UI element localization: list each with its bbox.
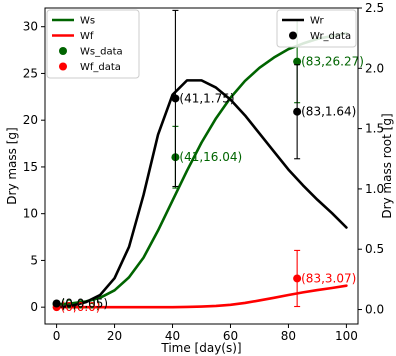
legend-swatch-wr-data	[289, 31, 297, 40]
x-tick-label: 80	[281, 329, 296, 343]
legend-label-wr-data: Wr_data	[310, 31, 351, 42]
x-tick-label: 100	[335, 329, 358, 343]
data-label-ws-data: (0,0.3)	[61, 297, 101, 311]
series-line-wf	[55, 284, 348, 309]
y-axis-right-label: Dry mass root [g]	[380, 113, 394, 218]
x-tick-label: 40	[165, 329, 180, 343]
y-axis-left-label: Dry mass [g]	[5, 127, 19, 204]
series-line-wr	[55, 79, 348, 309]
y-left-tick-label: 10	[23, 207, 38, 221]
y-right-tick-label: 2.0	[365, 61, 384, 75]
data-point-wr-data	[293, 107, 302, 116]
legend-swatch-wf-data	[59, 62, 67, 71]
data-label-wr-data: (0,0.05)	[61, 296, 109, 310]
data-label-wr-data: (83,1.64)	[301, 105, 356, 119]
legend-label-ws: Ws	[80, 16, 95, 27]
y-left-tick-label: 25	[23, 66, 38, 80]
data-point-wr-data	[171, 94, 180, 103]
y-right-tick-label: 2.5	[365, 1, 384, 15]
y-right-tick-label: 0.5	[365, 242, 384, 256]
y-right-tick-label: 0.0	[365, 303, 384, 317]
y-left-tick-label: 15	[23, 160, 38, 174]
y-right-tick-label: 1.5	[365, 122, 384, 136]
y-left-tick-label: 20	[23, 113, 38, 127]
data-label-wf-data: (0,0.0)	[61, 300, 101, 314]
data-label-ws-data: (83,26.27)	[301, 55, 364, 69]
y-left-tick-label: 5	[30, 253, 38, 267]
data-point-ws-data	[293, 57, 302, 66]
x-tick-label: 0	[53, 329, 61, 343]
data-point-wr-data	[52, 299, 61, 308]
data-label-ws-data: (41,16.04)	[179, 150, 242, 164]
x-axis-label: Time [day(s)]	[160, 341, 241, 355]
legend-label-wf-data: Wf_data	[80, 62, 121, 73]
y-right-tick-label: 1.0	[365, 182, 384, 196]
y-left-tick-label: 30	[23, 20, 38, 34]
data-label-wf-data: (83,3.07)	[301, 271, 356, 285]
legend-swatch-ws-data	[59, 47, 67, 55]
plot-frame	[44, 7, 359, 325]
legend-label-ws-data: Ws_data	[80, 47, 123, 58]
legend-label-wr: Wr	[310, 16, 324, 27]
data-point-wf-data	[293, 274, 302, 283]
x-tick-label: 60	[223, 329, 238, 343]
legend-box	[46, 9, 140, 79]
data-label-wr-data: (41,1.75)	[179, 91, 234, 105]
x-tick-label: 20	[107, 329, 122, 343]
y-left-tick-label: 0	[30, 300, 38, 314]
legend-label-wf: Wf	[80, 31, 94, 42]
